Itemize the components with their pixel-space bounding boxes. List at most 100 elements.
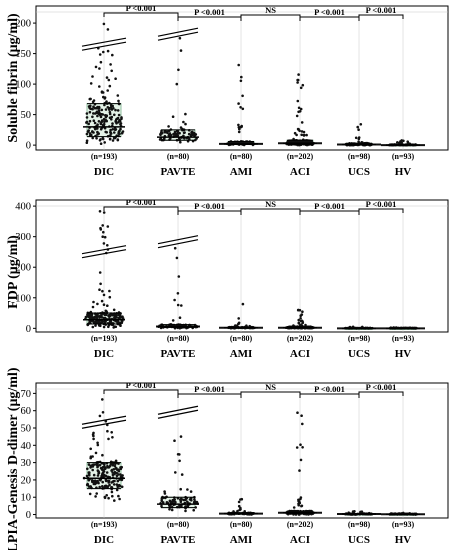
data-point (92, 105, 95, 108)
data-point (120, 116, 123, 119)
data-point (118, 321, 121, 325)
data-point (86, 467, 89, 471)
data-point (240, 75, 243, 79)
data-point (92, 473, 96, 477)
category-label: DIC (94, 348, 114, 360)
data-point (241, 107, 245, 111)
data-point (111, 463, 115, 467)
data-point (163, 490, 166, 493)
data-point (237, 130, 241, 134)
data-point (115, 471, 118, 475)
data-point (108, 464, 112, 468)
data-point (297, 73, 300, 76)
data-point (195, 500, 199, 504)
data-point (92, 320, 96, 324)
data-point (237, 322, 240, 326)
group-hv: (n=93) HV (381, 326, 425, 360)
data-point (101, 113, 105, 116)
data-point (109, 63, 112, 66)
data-point (301, 422, 304, 426)
data-point (158, 138, 162, 141)
data-point (106, 304, 109, 308)
y-tick-label: 50 (21, 424, 32, 435)
data-point (102, 242, 106, 245)
data-point (109, 128, 112, 132)
data-point (115, 483, 119, 486)
significance-bracket: P <0.001 (358, 5, 404, 19)
data-point (161, 501, 165, 504)
data-point (295, 446, 299, 449)
data-point (190, 499, 193, 502)
data-point (85, 112, 89, 115)
data-point (119, 127, 122, 131)
data-point (96, 441, 99, 445)
data-point (174, 500, 177, 504)
data-point (171, 319, 175, 322)
data-point (240, 497, 244, 501)
data-point (96, 465, 99, 469)
data-point (297, 503, 301, 507)
data-point (92, 99, 96, 102)
y-tick-label: 0 (26, 141, 31, 152)
data-point (192, 508, 195, 512)
data-point (297, 499, 300, 503)
data-point (178, 453, 181, 456)
group-aci: (n=202) ACI (278, 308, 322, 360)
category-label: AMI (230, 534, 253, 546)
data-point (399, 140, 402, 143)
data-point (102, 50, 105, 54)
data-point (107, 437, 110, 441)
data-point (116, 116, 120, 120)
data-point (98, 85, 101, 88)
data-point (354, 136, 358, 140)
data-point (99, 115, 103, 119)
data-point (163, 130, 167, 134)
data-point (180, 473, 184, 476)
y-tick-label: 100 (15, 293, 31, 304)
data-point (117, 113, 121, 117)
data-point (88, 119, 92, 123)
y-axis-label: Soluble fibrin (μg/ml) (6, 13, 21, 143)
data-point (174, 471, 177, 474)
data-point (91, 455, 94, 458)
y-tick-label: 0 (26, 324, 31, 335)
group-ucs: (n=98) UCS (337, 325, 381, 360)
data-point (160, 129, 163, 133)
significance-label: NS (265, 199, 276, 209)
data-point (106, 89, 109, 92)
data-point (298, 110, 302, 113)
group-ucs: (n=98) UCS (337, 123, 381, 178)
significance-label: P <0.001 (126, 380, 157, 390)
data-point (108, 108, 111, 111)
data-point (85, 139, 89, 142)
data-point (172, 132, 175, 136)
data-point (88, 473, 91, 477)
data-point (98, 53, 102, 56)
significance-label: P <0.001 (126, 3, 157, 13)
category-label: UCS (348, 534, 370, 546)
data-point (189, 490, 193, 493)
data-point (105, 76, 109, 79)
data-point (176, 303, 180, 307)
data-point (300, 130, 304, 133)
group-hv: (n=93) HV (381, 511, 425, 546)
data-point (241, 94, 244, 98)
data-point (293, 131, 297, 135)
data-point (193, 498, 196, 501)
data-point (396, 141, 399, 144)
count-label: (n=93) (392, 152, 415, 161)
data-point (118, 118, 121, 122)
data-point (239, 79, 243, 83)
data-point (101, 485, 104, 488)
data-point (96, 314, 99, 317)
data-point (86, 482, 89, 486)
data-point (113, 127, 117, 130)
data-point (180, 304, 183, 307)
data-point (84, 315, 88, 319)
data-point (104, 479, 108, 483)
chart-panel-2: 0 100 200 300 400 FDP (μg/ml) P <0.001 P <0.001… (6, 197, 449, 360)
data-point (179, 126, 183, 129)
data-point (96, 127, 99, 130)
data-point (99, 478, 102, 482)
data-point (237, 63, 240, 67)
